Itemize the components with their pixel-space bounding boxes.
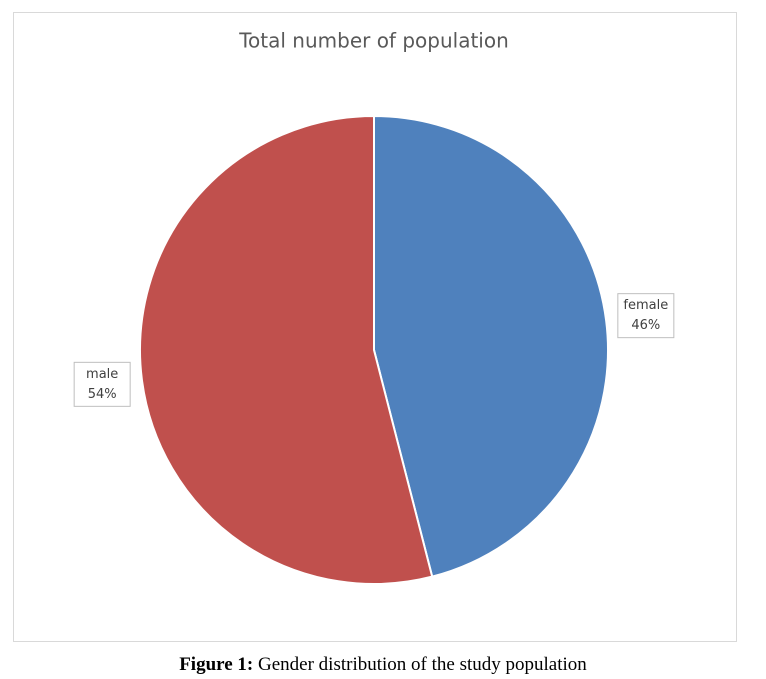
figure-caption: Figure 1: Gender distribution of the stu… bbox=[0, 654, 766, 676]
pie-slice bbox=[139, 114, 434, 585]
data-label-category: female bbox=[623, 298, 668, 313]
pie-slice bbox=[373, 114, 609, 578]
data-label-value: 54% bbox=[88, 387, 117, 402]
caption-text: Gender distribution of the study populat… bbox=[258, 654, 587, 675]
data-label-box bbox=[73, 361, 131, 407]
caption-label: Figure 1: bbox=[179, 654, 254, 675]
data-label-category: male bbox=[86, 367, 118, 382]
data-label-box bbox=[617, 293, 675, 339]
chart: Total number of population female 46% male… bbox=[13, 12, 737, 642]
pie: female 46% male 54% bbox=[73, 114, 675, 585]
data-label-value: 46% bbox=[631, 318, 660, 333]
chart-title: Total number of population bbox=[238, 29, 509, 53]
